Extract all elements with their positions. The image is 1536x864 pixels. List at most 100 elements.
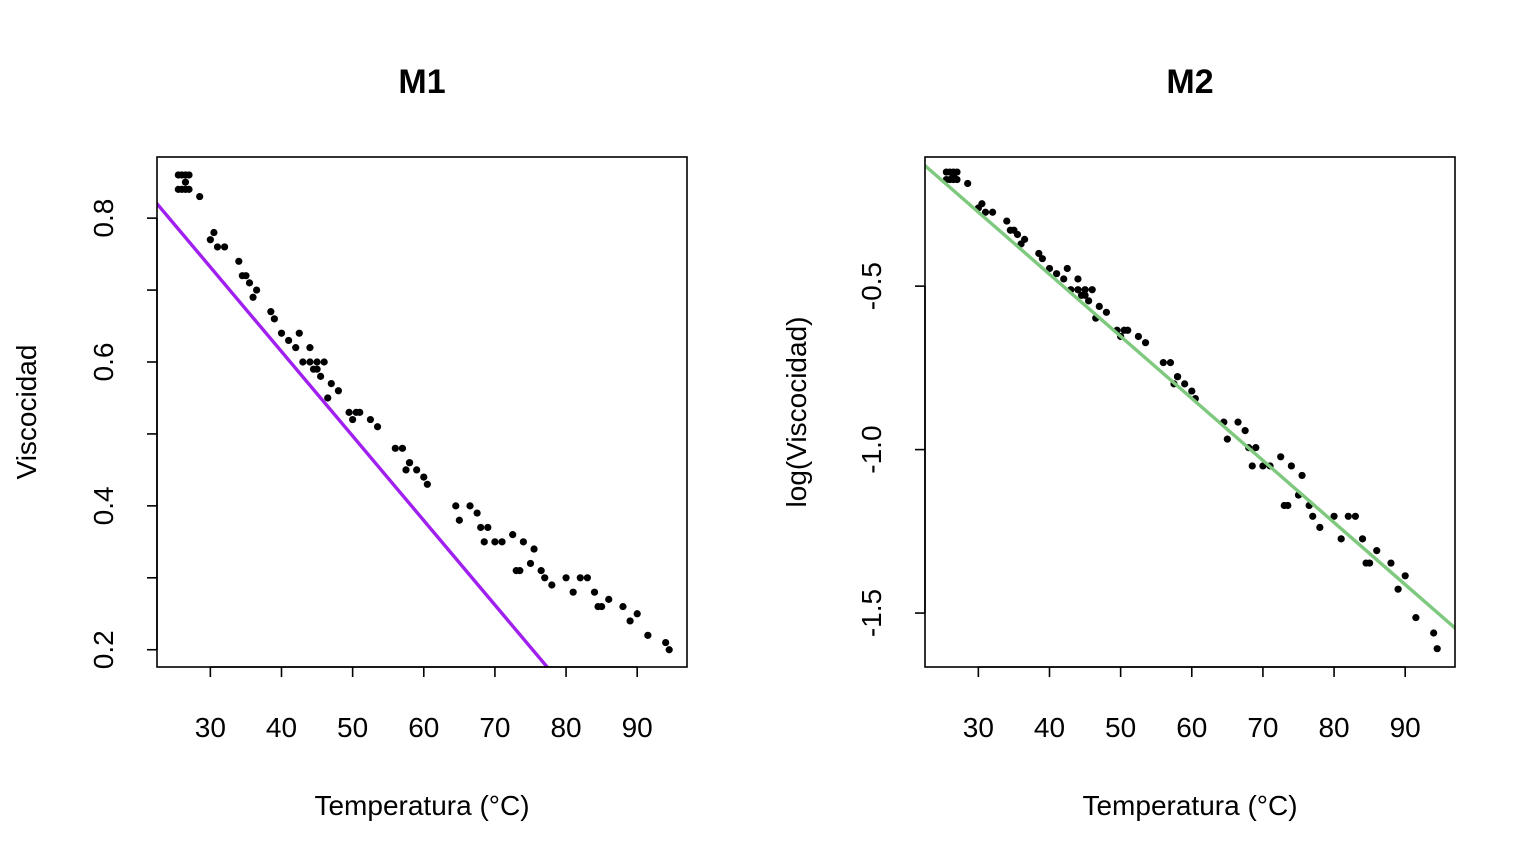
data-point — [1141, 339, 1150, 347]
y-axis-label: log(Viscocidad) — [781, 317, 812, 508]
data-point — [1081, 286, 1089, 294]
data-point — [313, 358, 321, 366]
data-point — [633, 610, 641, 618]
data-point — [1248, 462, 1256, 470]
panel-m1: M1 30 40 50 60 70 80 90 0.2 0.4 0.6 0.8 Temperatu… — [11, 63, 688, 821]
data-point — [1234, 418, 1242, 426]
data-point — [1351, 512, 1359, 520]
data-point — [665, 646, 673, 654]
data-point — [1433, 645, 1441, 653]
regression-line — [157, 201, 550, 667]
data-point — [1223, 435, 1231, 443]
data-point — [1060, 275, 1068, 283]
data-point — [1188, 387, 1196, 395]
data-point — [196, 192, 204, 201]
data-point — [185, 185, 193, 193]
data-point — [366, 415, 375, 424]
data-point — [473, 509, 481, 517]
data-point — [277, 329, 286, 337]
data-point — [267, 308, 275, 316]
data-point — [299, 358, 307, 366]
data-point — [1284, 501, 1292, 510]
data-point — [530, 545, 538, 553]
data-point — [1088, 286, 1096, 294]
plot-area — [925, 163, 1455, 653]
data-point — [1298, 471, 1306, 480]
data-point — [405, 459, 414, 467]
data-point — [334, 387, 343, 395]
chart-title: M1 — [398, 63, 445, 101]
data-point — [1095, 302, 1103, 310]
data-point — [398, 444, 407, 452]
data-point — [356, 408, 364, 416]
data-point — [548, 581, 556, 589]
y-tick-label: 0.6 — [88, 343, 119, 382]
data-point — [292, 344, 300, 352]
data-point — [245, 279, 254, 287]
data-point — [981, 208, 990, 216]
data-point — [1013, 230, 1022, 239]
x-axis-label: Temperatura (°C) — [1082, 790, 1297, 821]
x-tick-label: 50 — [337, 712, 368, 743]
plot-area — [157, 171, 673, 667]
x-tick-label: 70 — [1247, 712, 1278, 743]
data-point — [402, 466, 410, 474]
data-point — [526, 559, 535, 568]
data-point — [1337, 535, 1345, 543]
y-tick-label: -1.5 — [856, 589, 887, 637]
data-point — [1159, 359, 1167, 367]
data-point — [1394, 585, 1402, 593]
data-point — [583, 574, 592, 582]
y-tick-label: 0.2 — [88, 630, 119, 669]
data-point — [373, 423, 382, 431]
data-point — [235, 257, 243, 265]
data-point — [220, 243, 229, 251]
y-tick-label: 0.8 — [88, 199, 119, 238]
x-tick-label: 50 — [1105, 712, 1136, 743]
data-point — [213, 243, 222, 251]
data-point — [1330, 512, 1338, 520]
y-tick-label: -0.5 — [856, 262, 887, 310]
data-point — [562, 574, 570, 582]
data-point — [619, 602, 627, 611]
x-tick-label: 80 — [1318, 712, 1349, 743]
x-tick-label: 60 — [408, 712, 439, 743]
data-point — [1038, 255, 1046, 263]
data-point — [185, 171, 193, 179]
data-point — [285, 336, 293, 345]
data-point — [181, 178, 190, 186]
data-point — [306, 358, 314, 366]
data-point — [477, 523, 485, 532]
x-tick-label: 30 — [195, 712, 226, 743]
data-point — [249, 293, 257, 301]
data-point — [391, 444, 399, 452]
data-point — [988, 208, 997, 216]
data-point — [1173, 373, 1182, 381]
data-point — [413, 466, 421, 474]
x-tick-label: 80 — [550, 712, 581, 743]
data-point — [498, 538, 506, 546]
data-point — [210, 228, 218, 237]
data-point — [569, 588, 577, 596]
x-tick-label: 60 — [1176, 712, 1207, 743]
x-tick-label: 40 — [266, 712, 297, 743]
y-axis: 0.2 0.4 0.6 0.8 — [88, 199, 158, 669]
data-point — [1401, 572, 1409, 580]
data-point — [1003, 217, 1011, 225]
data-point — [313, 365, 321, 373]
data-point — [466, 502, 474, 510]
data-point — [491, 538, 499, 546]
data-point — [516, 567, 524, 575]
data-point — [1124, 326, 1132, 334]
y-tick-label: 0.4 — [88, 486, 119, 525]
data-point — [1412, 614, 1420, 622]
data-point — [306, 344, 314, 352]
data-point — [978, 200, 986, 208]
data-point — [644, 631, 652, 639]
regression-line — [925, 163, 1455, 631]
data-point — [598, 602, 606, 611]
x-tick-label: 90 — [1390, 712, 1421, 743]
data-point — [1366, 559, 1374, 567]
data-point — [1035, 249, 1043, 258]
